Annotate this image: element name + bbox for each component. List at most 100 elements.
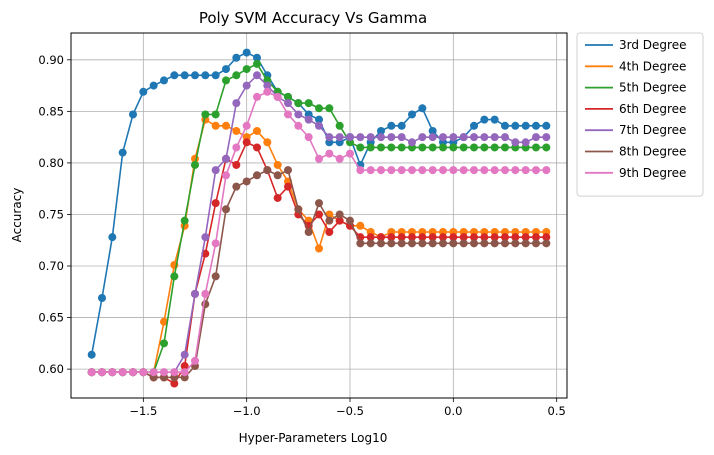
legend-label: 5th Degree bbox=[619, 81, 686, 95]
data-point bbox=[242, 65, 251, 74]
data-point bbox=[253, 53, 261, 62]
legend-item: 8th Degree bbox=[585, 145, 686, 159]
data-point bbox=[232, 143, 241, 152]
data-point bbox=[180, 216, 189, 225]
data-point bbox=[366, 133, 375, 142]
legend: 3rd Degree 4th Degree 5th Degree 6th Degree… bbox=[576, 32, 704, 197]
data-point bbox=[428, 133, 437, 142]
data-point bbox=[335, 216, 344, 225]
data-point bbox=[397, 121, 406, 130]
data-point bbox=[418, 239, 427, 248]
data-point bbox=[356, 239, 365, 248]
data-point bbox=[387, 143, 396, 152]
data-point bbox=[521, 138, 530, 147]
data-point bbox=[480, 115, 489, 124]
data-point bbox=[98, 368, 106, 377]
data-point bbox=[232, 53, 241, 62]
data-point bbox=[459, 133, 468, 142]
data-point bbox=[253, 126, 261, 135]
data-point bbox=[139, 368, 148, 377]
data-point bbox=[191, 356, 199, 365]
y-tick-label: 0.75 bbox=[38, 207, 64, 221]
legend-label: 7th Degree bbox=[619, 123, 686, 137]
data-point bbox=[191, 289, 199, 298]
data-point bbox=[470, 166, 478, 175]
data-point bbox=[263, 87, 272, 96]
data-point bbox=[253, 143, 261, 152]
data-point bbox=[232, 182, 241, 191]
data-point bbox=[315, 199, 323, 208]
data-point bbox=[242, 81, 251, 90]
series-9-group bbox=[87, 87, 551, 377]
data-point bbox=[387, 121, 396, 130]
series-line bbox=[91, 141, 547, 385]
data-point bbox=[160, 339, 168, 348]
data-point bbox=[459, 143, 468, 152]
data-point bbox=[418, 104, 427, 113]
data-point bbox=[459, 233, 468, 242]
data-point bbox=[180, 350, 189, 359]
data-point bbox=[501, 239, 509, 248]
data-point bbox=[170, 379, 179, 388]
data-point bbox=[387, 239, 396, 248]
series-layer bbox=[87, 48, 551, 388]
data-point bbox=[232, 160, 241, 169]
x-tick-label: 0.0 bbox=[444, 404, 462, 418]
series-8-group bbox=[87, 166, 551, 382]
data-point bbox=[294, 110, 303, 119]
data-point bbox=[459, 166, 468, 175]
data-point bbox=[490, 115, 499, 124]
data-point bbox=[325, 149, 334, 158]
data-point bbox=[284, 92, 292, 101]
data-point bbox=[428, 166, 437, 175]
data-point bbox=[408, 233, 416, 242]
series-4-group bbox=[87, 115, 551, 377]
data-point bbox=[511, 138, 520, 147]
data-point bbox=[480, 133, 489, 142]
data-point bbox=[490, 133, 499, 142]
data-point bbox=[170, 71, 179, 80]
data-point bbox=[542, 233, 551, 242]
data-point bbox=[211, 110, 220, 119]
data-point bbox=[139, 87, 148, 96]
data-point bbox=[356, 166, 365, 175]
data-point bbox=[377, 126, 385, 135]
data-point bbox=[521, 233, 530, 242]
data-point bbox=[356, 133, 365, 142]
y-axis-label: Accuracy bbox=[10, 188, 24, 243]
data-point bbox=[315, 115, 323, 124]
plot-frame bbox=[70, 32, 568, 399]
data-point bbox=[315, 244, 323, 253]
data-point bbox=[149, 368, 158, 377]
data-point bbox=[201, 289, 210, 298]
data-point bbox=[521, 166, 530, 175]
data-point bbox=[532, 233, 540, 242]
data-point bbox=[222, 171, 230, 180]
data-point bbox=[315, 210, 323, 219]
data-point bbox=[521, 121, 530, 130]
data-point bbox=[160, 368, 168, 377]
data-point bbox=[428, 143, 437, 152]
data-point bbox=[542, 133, 551, 142]
data-point bbox=[222, 154, 230, 163]
data-point bbox=[335, 133, 344, 142]
legend-label: 9th Degree bbox=[619, 166, 686, 180]
data-point bbox=[377, 143, 385, 152]
data-point bbox=[170, 272, 179, 281]
data-point bbox=[211, 272, 220, 281]
data-point bbox=[160, 76, 168, 85]
data-point bbox=[459, 239, 468, 248]
data-point bbox=[273, 171, 282, 180]
data-point bbox=[366, 143, 375, 152]
data-point bbox=[232, 99, 241, 108]
data-point bbox=[532, 133, 540, 142]
data-point bbox=[532, 143, 540, 152]
data-point bbox=[397, 143, 406, 152]
legend-label: 8th Degree bbox=[619, 145, 686, 159]
data-point bbox=[242, 177, 251, 186]
data-point bbox=[129, 110, 137, 119]
data-point bbox=[418, 133, 427, 142]
data-point bbox=[439, 133, 447, 142]
data-point bbox=[387, 133, 396, 142]
series-6-group bbox=[87, 138, 551, 388]
